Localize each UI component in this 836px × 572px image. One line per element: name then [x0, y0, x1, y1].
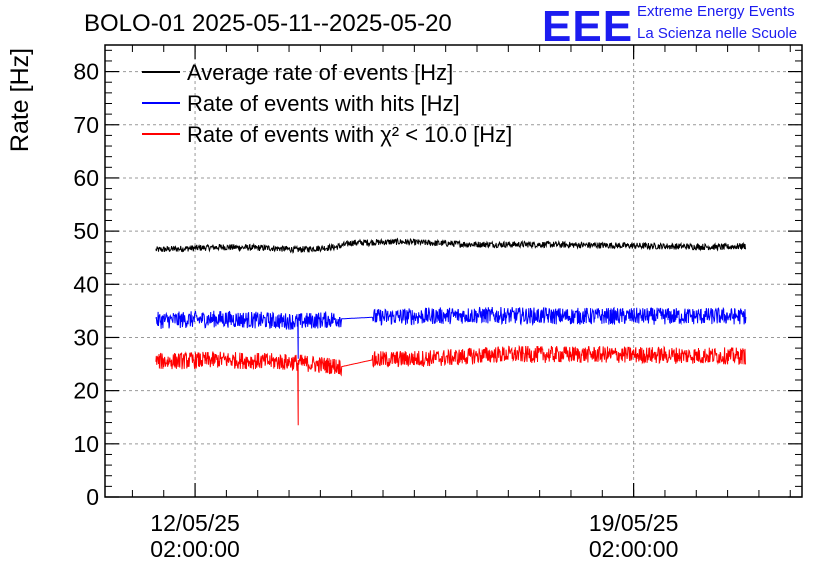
y-tick-label: 10: [73, 431, 99, 457]
series-line-3: [155, 344, 747, 426]
eee-logo: EEE: [542, 2, 634, 51]
legend-label-1: Average rate of events [Hz]: [187, 60, 453, 85]
y-tick-label: 0: [86, 484, 99, 510]
y-tick-label: 40: [73, 271, 99, 297]
y-tick-label: 60: [73, 165, 99, 191]
series-layer: [155, 237, 747, 426]
grid-lines: [105, 45, 802, 497]
legend-label-2: Rate of events with hits [Hz]: [187, 91, 460, 116]
x-tick-date-label: 19/05/25: [589, 510, 679, 536]
y-tick-label: 70: [73, 112, 99, 138]
legend: Average rate of events [Hz] Rate of event…: [142, 60, 512, 147]
chart-title: BOLO-01 2025-05-11--2025-05-20: [84, 10, 452, 37]
y-tick-label: 20: [73, 378, 99, 404]
y-tick-label: 80: [73, 59, 99, 85]
series-line-2: [155, 306, 747, 359]
y-tick-label: 30: [73, 324, 99, 350]
y-tick-label: 50: [73, 218, 99, 244]
x-tick-time-label: 02:00:00: [150, 536, 240, 562]
axis-ticks: 0102030405060708012/05/2502:00:0019/05/2…: [73, 45, 802, 562]
series-line-1: [155, 237, 747, 254]
x-tick-date-label: 12/05/25: [150, 510, 240, 536]
logo-line-1: Extreme Energy Events: [637, 3, 795, 20]
legend-label-3: Rate of events with χ² < 10.0 [Hz]: [187, 122, 512, 147]
logo-line-2: La Scienza nelle Scuole: [637, 25, 798, 42]
y-axis-label: Rate [Hz]: [6, 48, 34, 152]
plot-frame: [104, 44, 803, 498]
x-tick-time-label: 02:00:00: [589, 536, 679, 562]
